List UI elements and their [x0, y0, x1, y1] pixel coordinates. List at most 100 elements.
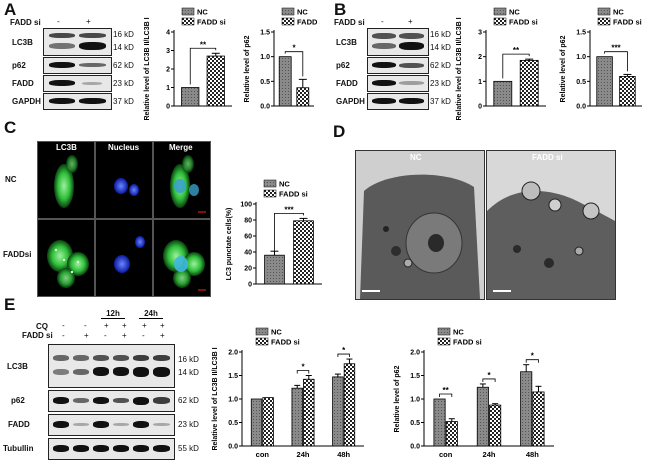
bar-nc	[181, 87, 200, 107]
y-tick-label: 2.0	[228, 350, 238, 357]
y-axis-label: Relative level of p62	[394, 365, 401, 432]
em-title-nc: NC	[410, 153, 422, 162]
micro-nc-merge	[153, 141, 211, 219]
chart-c-punctate: LC3 punctate cells(%) 0 20 40 60 80 100 NCFADD …	[226, 179, 322, 289]
cq-sign-4: +	[122, 321, 127, 330]
legend-label-nc: NC	[453, 328, 464, 337]
kd-a-23: 23 kD	[113, 79, 134, 88]
y-tick-label: 0.5	[260, 79, 270, 86]
legend-swatch-nc	[255, 327, 269, 336]
significance-bracket	[189, 47, 217, 85]
legend-label-fadd-si: FADD si	[297, 18, 320, 27]
blot-label-e-tubullin: Tubullin	[3, 444, 34, 453]
bar-fadd-si	[296, 87, 310, 107]
kd-e-16: 16 kD	[178, 355, 199, 364]
blot-label-e-lc3b: LC3B	[7, 362, 28, 371]
panel-letter-e: E	[4, 295, 16, 314]
blot-a-fadd	[43, 75, 112, 92]
micro-faddsi-nucleus	[95, 219, 153, 297]
blot-label-b-fadd: FADD	[336, 79, 358, 88]
panel-letter-b: B	[334, 0, 347, 19]
bar-fadd-si-48h	[343, 363, 356, 447]
lane-sign-a-2: +	[86, 17, 91, 26]
significance-bracket	[274, 213, 304, 253]
bar-nc-24h	[291, 387, 303, 447]
fadd-sign-6: +	[160, 331, 165, 340]
panel-letter-c: C	[4, 118, 17, 137]
legend-label-nc: NC	[509, 8, 520, 17]
blot-b-fadd	[367, 75, 429, 92]
y-axis-label: Relative level of LC3B II/LC3B I	[212, 347, 219, 450]
bar-fadd-si	[619, 76, 636, 107]
legend-swatch-nc	[597, 7, 611, 16]
bar-fadd-si	[519, 59, 539, 107]
bar-nc	[596, 56, 613, 107]
lane-sign-a-1: -	[57, 17, 60, 26]
legend-label-nc: NC	[271, 328, 282, 337]
y-tick-label: 1	[166, 85, 170, 92]
y-tick-label: 100	[240, 202, 252, 209]
y-tick-label: 0.5	[228, 420, 238, 427]
legend-swatch-fadd-si	[597, 17, 611, 26]
legend-label-nc: NC	[613, 8, 624, 17]
significance-mark: *	[342, 346, 346, 355]
y-tick-label: 0	[248, 282, 252, 289]
fadd-sign-4: +	[122, 331, 127, 340]
blot-label-e-fadd: FADD	[8, 420, 30, 429]
significance-bracket	[604, 51, 628, 72]
blot-a-gapdh	[43, 93, 112, 110]
y-tick-label: 60	[244, 234, 252, 241]
y-tick-label: 0	[478, 104, 482, 111]
legend-label-fadd-si: FADD si	[613, 18, 642, 27]
bar-fadd-si-con	[445, 421, 458, 447]
y-tick-label: 0.5	[576, 79, 586, 86]
blot-b-gapdh	[367, 93, 429, 110]
blot-label-a-fadd: FADD	[12, 79, 34, 88]
legend-swatch-nc	[181, 7, 195, 16]
significance-bracket	[296, 370, 310, 374]
x-tick-label: 24h	[483, 450, 496, 459]
fadd-sign-5: -	[142, 331, 145, 340]
y-tick-label: 1	[478, 79, 482, 86]
significance-mark: **	[513, 46, 520, 55]
y-tick-label: 3	[166, 48, 170, 55]
legend-label-nc: NC	[297, 8, 308, 17]
time-label-24h: 24h	[139, 309, 163, 319]
x-tick-label: 48h	[337, 450, 350, 459]
y-axis-label: Relative level of p62	[560, 35, 567, 102]
significance-bracket	[284, 51, 304, 77]
legend-swatch-fadd-si	[255, 337, 269, 346]
y-tick-label: 80	[244, 218, 252, 225]
legend-label-fadd-si: FADD si	[509, 18, 538, 27]
legend-swatch-nc	[263, 179, 277, 188]
blot-label-b-lc3b: LC3B	[336, 38, 357, 47]
y-tick-label: 1.0	[410, 397, 420, 404]
e-fadd-label: FADD si	[22, 331, 53, 340]
significance-mark: *	[301, 363, 305, 372]
y-axis-label: Relative level of LC3B II/LC3B I	[456, 17, 463, 120]
kd-b-14: 14 kD	[430, 43, 451, 52]
blot-label-b-p62: p62	[336, 61, 350, 70]
cq-sign-6: +	[160, 321, 165, 330]
blot-label-a-gapdh: GAPDH	[12, 97, 41, 106]
chart-e-lc3b: Relative level of LC3B II/LC3B I 0.0 0.5 1.…	[212, 327, 364, 459]
y-tick-label: 4	[166, 30, 170, 37]
bar-nc	[278, 56, 292, 107]
blot-label-a-lc3b: LC3B	[12, 38, 33, 47]
blot-a-p62	[43, 57, 112, 74]
legend-label-fadd-si: FADD si	[453, 338, 482, 347]
legend-label-fadd-si: FADD si	[197, 18, 226, 27]
time-label-12h: 12h	[101, 309, 125, 319]
micro-row-label-nc: NC	[5, 175, 17, 184]
significance-mark: ***	[284, 205, 294, 214]
micro-faddsi-lc3b	[37, 219, 95, 297]
y-tick-label: 2.0	[410, 350, 420, 357]
bar-nc-48h	[520, 371, 533, 447]
cq-sign-1: -	[62, 321, 65, 330]
y-tick-label: 1.5	[228, 373, 238, 380]
legend-label-fadd-si: FADD si	[279, 190, 308, 199]
y-tick-label: 1.5	[260, 30, 270, 37]
legend-swatch-fadd-si	[493, 17, 507, 26]
y-tick-label: 2	[478, 54, 482, 61]
chart-e-p62: Relative level of p62 0.0 0.5 1.0 1.5 2.0 NCFA…	[394, 328, 554, 459]
